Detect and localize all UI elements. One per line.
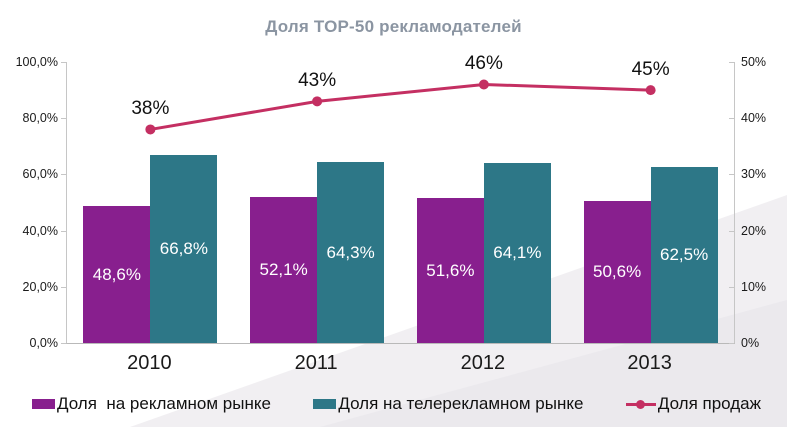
left-axis-tick-mark (61, 174, 66, 176)
legend-label: Доля на рекламном рынке (57, 394, 271, 413)
bar-value-label: 64,3% (326, 242, 375, 262)
x-axis-category-label: 2013 (627, 352, 672, 374)
chart-title: Доля ТОР-50 рекламодателей (265, 17, 522, 36)
left-axis-tick-mark (61, 230, 66, 232)
line-marker (312, 96, 323, 107)
left-axis-tick-label: 100,0% (15, 55, 58, 69)
line-value-label: 38% (131, 98, 170, 120)
x-axis-category-label: 2011 (294, 352, 338, 374)
bar-value-label: 51,6% (426, 260, 475, 280)
x-axis-category-label: 2010 (127, 352, 172, 374)
bar-purple: 50,6% (583, 200, 651, 343)
right-axis-tick-label: 40% (741, 111, 767, 126)
legend-swatch-purple-icon (32, 399, 55, 409)
left-axis-tick-mark (61, 286, 66, 288)
legend-swatch-teal-icon (313, 399, 337, 409)
right-axis-tick-label: 30% (741, 167, 767, 182)
legend: Доля на рекламном рынке Доля на телерекла… (0, 394, 787, 414)
bar-purple: 52,1% (250, 196, 318, 343)
legend-item-purple: Доля на рекламном рынке (32, 394, 271, 414)
line-marker (145, 124, 156, 135)
line-value-label: 45% (631, 59, 670, 81)
left-axis-tick-mark (61, 62, 66, 63)
right-axis-tick-label: 50% (741, 55, 767, 69)
bar-value-label: 64,1% (493, 242, 542, 262)
legend-line-dot (635, 399, 645, 409)
left-axis-tick-label: 40,0% (22, 223, 58, 238)
sales-share-line (145, 79, 656, 135)
legend-label: Доля продаж (657, 394, 761, 413)
right-axis-tick-label: 20% (741, 223, 767, 238)
line-value-label: 46% (464, 53, 503, 75)
right-axis-tick-mark (729, 118, 734, 120)
right-axis-tick-mark (729, 343, 734, 344)
bar-purple: 51,6% (416, 198, 484, 343)
bar-value-label: 48,6% (92, 264, 141, 284)
bar-value-label: 50,6% (593, 261, 642, 281)
right-axis-tick-label: 10% (741, 279, 767, 294)
left-axis-tick-mark (61, 118, 66, 120)
right-axis-tick-mark (729, 230, 734, 232)
line-marker (645, 85, 656, 96)
left-axis-tick-label: 60,0% (22, 167, 58, 182)
bar-value-label: 62,5% (660, 245, 709, 265)
right-axis-tick-mark (729, 286, 734, 288)
right-axis-tick-label: 0% (741, 336, 760, 350)
legend-item-teal: Доля на телерекламном рынке (313, 394, 583, 414)
x-axis-category-label: 2012 (460, 352, 506, 374)
legend-item-line: Доля продаж (625, 394, 761, 414)
line-value-label: 43% (298, 70, 337, 92)
left-axis-tick-label: 20,0% (22, 279, 58, 294)
left-axis-tick-label: 80,0% (22, 111, 58, 126)
legend-line-marker-icon (625, 399, 656, 410)
bar-value-label: 66,8% (159, 239, 208, 259)
bar-value-label: 52,1% (259, 259, 308, 279)
line-marker (478, 79, 489, 90)
bar-purple: 48,6% (83, 206, 151, 343)
bar-teal: 66,8% (150, 155, 218, 343)
right-axis-tick-mark (729, 62, 734, 63)
legend-label: Доля на телерекламном рынке (338, 394, 584, 413)
left-axis-tick-mark (61, 343, 66, 344)
plot-area: 48,6% 52,1% 51,6% 50,6% 66,8% 64,3% 64,1% 62,5%… (61, 53, 735, 344)
left-axis-tick-label: 0,0% (29, 336, 59, 350)
bar-teal: 64,3% (317, 162, 385, 343)
bar-teal: 62,5% (650, 167, 718, 343)
bar-teal: 64,1% (483, 162, 551, 343)
right-axis-tick-mark (729, 174, 734, 176)
line-path (150, 82, 651, 131)
